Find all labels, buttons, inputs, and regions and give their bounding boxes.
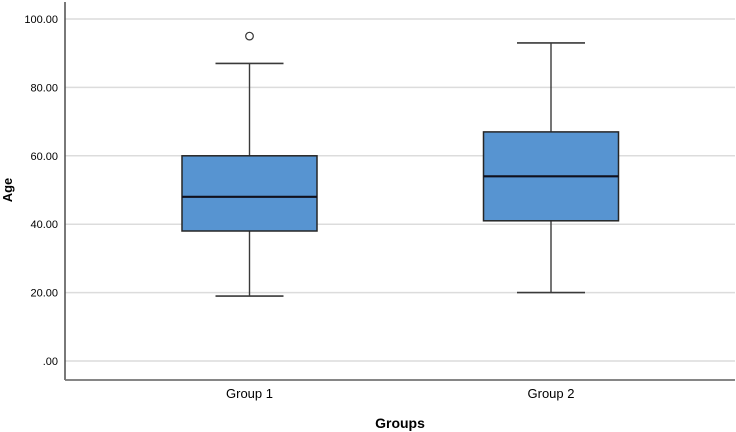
y-tick-label-.00: .00: [43, 356, 58, 368]
y-tick-label-40.00: 40.00: [30, 219, 58, 231]
y-axis-title: Age: [0, 178, 15, 203]
y-tick-label-20.00: 20.00: [30, 288, 58, 300]
box-group-1: [181, 155, 318, 232]
x-category-label-group-1: Group 1: [226, 386, 273, 401]
outlier-group-1: [245, 31, 254, 41]
x-axis-title: Groups: [375, 415, 425, 431]
y-tick-label-80.00: 80.00: [30, 82, 58, 94]
y-tick-label-60.00: 60.00: [30, 151, 58, 163]
y-tick-label-100.00: 100.00: [24, 14, 58, 26]
x-category-label-group-2: Group 2: [528, 386, 575, 401]
